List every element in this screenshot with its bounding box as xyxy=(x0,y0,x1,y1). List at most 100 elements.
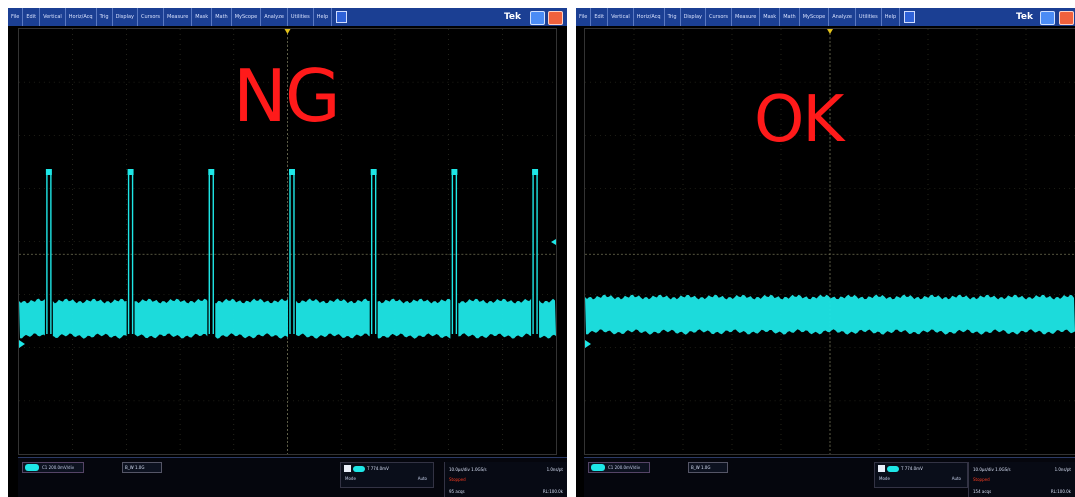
noise-band xyxy=(19,298,556,339)
trigger-mode-value: Auto xyxy=(417,476,427,481)
menu-help[interactable]: Help xyxy=(882,8,901,26)
acquisition-readout[interactable]: 10.0µs/div 1.0GS/s 1.0ns/pt Stopped 95 a… xyxy=(444,462,567,497)
help-button[interactable] xyxy=(336,11,348,23)
menu-utilities[interactable]: Utilities xyxy=(288,8,314,26)
menu-myscope[interactable]: MyScope xyxy=(232,8,262,26)
tek-logo: Tek xyxy=(1015,12,1033,22)
pulse-top xyxy=(370,169,377,175)
acquisition-count: 95 acqs xyxy=(449,489,465,494)
menu-trig[interactable]: Trig xyxy=(97,8,113,26)
menu-math[interactable]: Math xyxy=(780,8,800,26)
waveform-trace-ok xyxy=(585,29,1075,454)
pulse-gap xyxy=(207,299,216,341)
menu-horiz-acq[interactable]: Horiz/Acq xyxy=(634,8,665,26)
menu-bar: File Edit Vertical Horiz/Acq Trig Displa… xyxy=(8,8,567,26)
menu-measure[interactable]: Measure xyxy=(164,8,193,26)
bandwidth-value: B_W 1.0G xyxy=(691,465,711,470)
horizontal-scale: 10.0µs/div 1.0GS/s xyxy=(973,467,1011,472)
menu-math[interactable]: Math xyxy=(212,8,232,26)
scope-window-ok: File Edit Vertical Horiz/Acq Trig Displa… xyxy=(576,8,1075,497)
waveform-display[interactable] xyxy=(18,28,557,455)
record-length: RL:100.0k xyxy=(542,489,563,494)
menu-myscope[interactable]: MyScope xyxy=(800,8,830,26)
channel1-readout[interactable]: C1 200.0mV/div xyxy=(22,462,84,473)
trigger-readout[interactable]: T 774.0mV Mode Auto xyxy=(874,462,968,488)
minimize-icon[interactable] xyxy=(1040,11,1055,25)
noise-band xyxy=(585,294,1075,335)
waveform-display[interactable] xyxy=(584,28,1075,455)
help-button[interactable] xyxy=(904,11,916,23)
trigger-channel-badge xyxy=(887,466,899,472)
trigger-mode-value: Auto xyxy=(951,476,961,481)
channel1-readout[interactable]: C1 200.0mV/div xyxy=(588,462,650,473)
channel-ground-marker xyxy=(19,340,25,348)
menu-file[interactable]: File xyxy=(576,8,592,26)
pulse-gap xyxy=(369,299,378,341)
channel1-badge xyxy=(591,464,605,471)
sample-interval: 1.0ns/pt xyxy=(546,467,563,472)
trigger-level-marker xyxy=(551,239,556,245)
pulse-gap xyxy=(450,299,459,341)
trigger-icon xyxy=(344,465,351,472)
scope-window-ng: File Edit Vertical Horiz/Acq Trig Displa… xyxy=(8,8,567,497)
result-label-ng: NG xyxy=(233,54,341,138)
pulse-top xyxy=(45,169,52,175)
pulse-gap xyxy=(287,299,296,341)
menu-file[interactable]: File xyxy=(8,8,24,26)
menu-horiz-acq[interactable]: Horiz/Acq xyxy=(66,8,97,26)
horizontal-scale: 10.0µs/div 1.0GS/s xyxy=(449,467,487,472)
pulse-gap xyxy=(126,299,135,341)
pulse-top xyxy=(288,169,295,175)
bandwidth-value: B_W 1.0G xyxy=(125,465,145,470)
tek-logo: Tek xyxy=(503,12,521,22)
acquisition-readout[interactable]: 10.0µs/div 1.0GS/s 1.0ns/pt Stopped 154 … xyxy=(968,462,1075,497)
close-icon[interactable] xyxy=(1059,11,1074,25)
acquisition-state: Stopped xyxy=(973,477,990,482)
close-icon[interactable] xyxy=(548,11,563,25)
status-panel: C1 200.0mV/div B_W 1.0G T 774.0mV Mode A… xyxy=(18,457,567,497)
trigger-mode-label: Mode xyxy=(345,476,356,481)
channel1-scale: C1 200.0mV/div xyxy=(42,465,75,470)
pulse-top xyxy=(127,169,134,175)
menu-cursors[interactable]: Cursors xyxy=(706,8,733,26)
bandwidth-readout[interactable]: B_W 1.0G xyxy=(122,462,162,473)
menu-analyze[interactable]: Analyze xyxy=(829,8,856,26)
menu-cursors[interactable]: Cursors xyxy=(138,8,165,26)
menu-mask[interactable]: Mask xyxy=(760,8,781,26)
pulse-gap xyxy=(531,299,540,341)
bandwidth-readout[interactable]: B_W 1.0G xyxy=(688,462,728,473)
menu-mask[interactable]: Mask xyxy=(192,8,213,26)
minimize-icon[interactable] xyxy=(530,11,545,25)
trigger-readout[interactable]: T 774.0mV Mode Auto xyxy=(340,462,434,488)
trigger-position-marker xyxy=(284,29,291,34)
menu-vertical[interactable]: Vertical xyxy=(608,8,634,26)
acquisition-state: Stopped xyxy=(449,477,466,482)
pulse-top xyxy=(451,169,458,175)
menu-display[interactable]: Display xyxy=(113,8,138,26)
trigger-level: T 774.0mV xyxy=(367,466,389,471)
trigger-channel-badge xyxy=(353,466,365,472)
record-length: RL:100.0k xyxy=(1050,489,1071,494)
trigger-position-marker xyxy=(827,29,833,34)
trigger-level: T 774.0mV xyxy=(901,466,923,471)
pulse-gap xyxy=(44,299,53,341)
menu-help[interactable]: Help xyxy=(314,8,333,26)
trigger-icon xyxy=(878,465,885,472)
menu-edit[interactable]: Edit xyxy=(23,8,41,26)
trigger-mode-label: Mode xyxy=(879,476,890,481)
menu-analyze[interactable]: Analyze xyxy=(261,8,288,26)
channel-ground-marker xyxy=(585,340,591,348)
menu-edit[interactable]: Edit xyxy=(591,8,609,26)
channel1-scale: C1 200.0mV/div xyxy=(608,465,641,470)
menu-vertical[interactable]: Vertical xyxy=(40,8,66,26)
waveform-trace-ng xyxy=(19,29,556,454)
menu-trig[interactable]: Trig xyxy=(665,8,681,26)
menu-measure[interactable]: Measure xyxy=(732,8,761,26)
pulse-top xyxy=(532,169,539,175)
status-panel: C1 200.0mV/div B_W 1.0G T 774.0mV Mode A… xyxy=(584,457,1075,497)
menu-utilities[interactable]: Utilities xyxy=(856,8,882,26)
acquisition-count: 154 acqs xyxy=(973,489,992,494)
menu-display[interactable]: Display xyxy=(681,8,706,26)
channel1-badge xyxy=(25,464,39,471)
pulse-top xyxy=(208,169,215,175)
